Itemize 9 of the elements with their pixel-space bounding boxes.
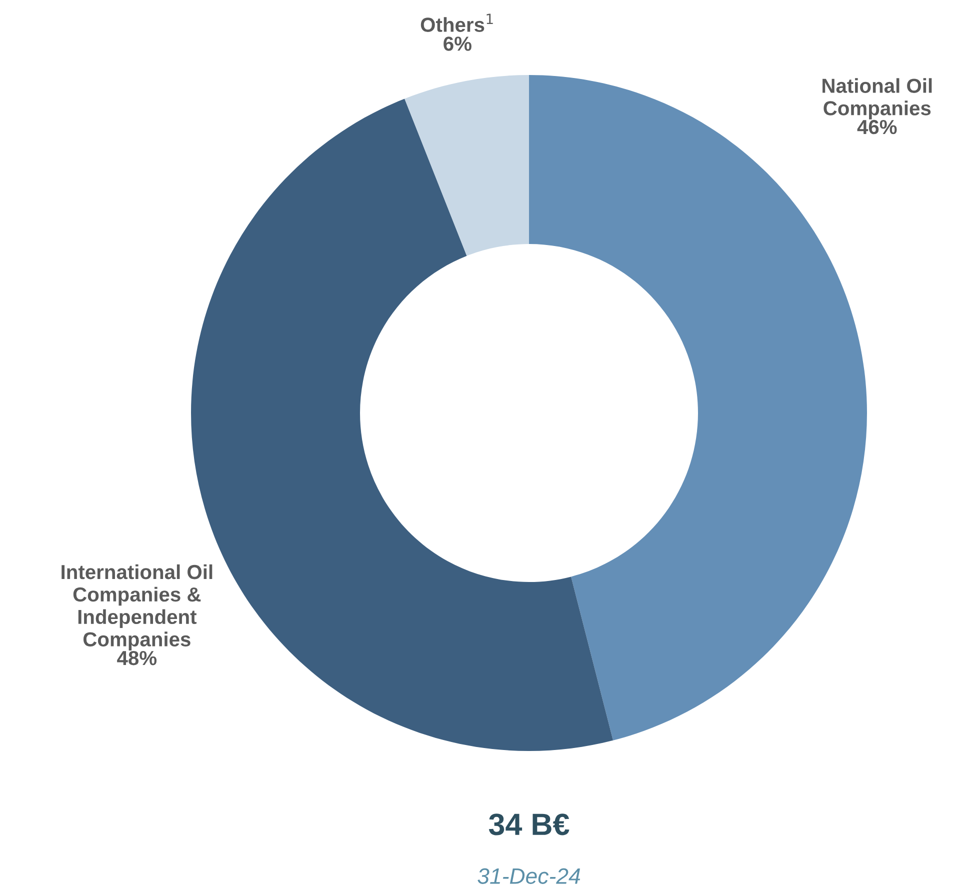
data-label: 6%: [444, 36, 472, 51]
data-label: 46%: [857, 120, 897, 134]
slice-label: National Oil Companies: [822, 78, 932, 120]
text: 34 B€: [488, 814, 570, 836]
text: 31-Dec-24: [478, 868, 580, 884]
slice-label: Others$^{1}$: [420, 14, 493, 32]
slice-label: International Oil Companies & Independent Companies: [62, 564, 212, 650]
data-label: 48%: [117, 650, 157, 666]
donut-slice: [404, 75, 529, 256]
